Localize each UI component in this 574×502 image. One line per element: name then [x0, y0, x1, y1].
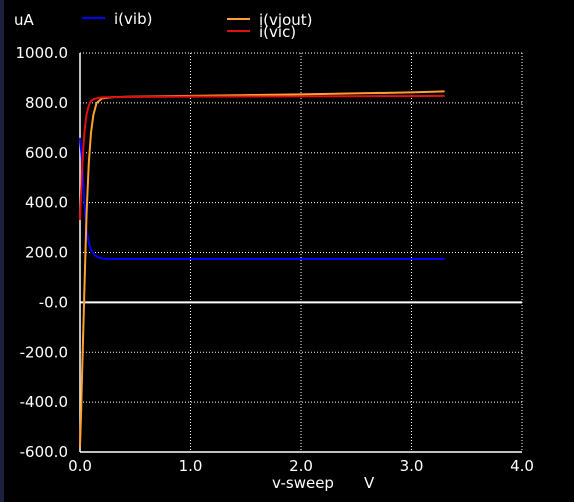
x-tick-labels: 0.0 1.0 2.0 3.0 4.0 — [68, 457, 534, 475]
x-tick-label: 2.0 — [289, 457, 313, 475]
x-tick-label: 3.0 — [400, 457, 424, 475]
y-tick-label: -200.0 — [20, 343, 68, 361]
series-lines — [79, 90, 445, 448]
window-left-edge — [0, 0, 4, 502]
series-line-vib — [79, 137, 445, 260]
y-tick-label: 400.0 — [25, 194, 68, 212]
x-axis-unit: V — [364, 474, 375, 492]
y-tick-label: 1000.0 — [16, 44, 69, 62]
legend-label-vic: i(vic) — [259, 23, 296, 41]
grid-lines — [80, 53, 522, 452]
series-line-vjout — [79, 90, 445, 448]
legend-label-vib: i(vib) — [114, 10, 152, 28]
y-tick-label: -400.0 — [20, 393, 68, 411]
plot-frame — [79, 52, 523, 453]
legend-label-vjout: i(vjout) — [259, 11, 312, 29]
y-tick-labels: 1000.0 800.0 600.0 400.0 200.0 -0.0 -200.0 -400… — [16, 44, 69, 461]
x-axis-label: v-sweep — [272, 474, 334, 492]
legend: i(vib) i(vjout) i(vic) — [82, 10, 312, 41]
y-unit-label: uA — [14, 11, 35, 29]
x-tick-label: 1.0 — [179, 457, 203, 475]
y-tick-label: 800.0 — [25, 94, 68, 112]
series-line-vic — [79, 94, 445, 221]
y-tick-label: 600.0 — [25, 144, 68, 162]
y-tick-label: -0.0 — [39, 293, 68, 311]
x-tick-label: 0.0 — [68, 457, 92, 475]
y-tick-label: 200.0 — [25, 244, 68, 262]
y-tick-label: -600.0 — [20, 443, 68, 461]
x-tick-label: 4.0 — [510, 457, 534, 475]
